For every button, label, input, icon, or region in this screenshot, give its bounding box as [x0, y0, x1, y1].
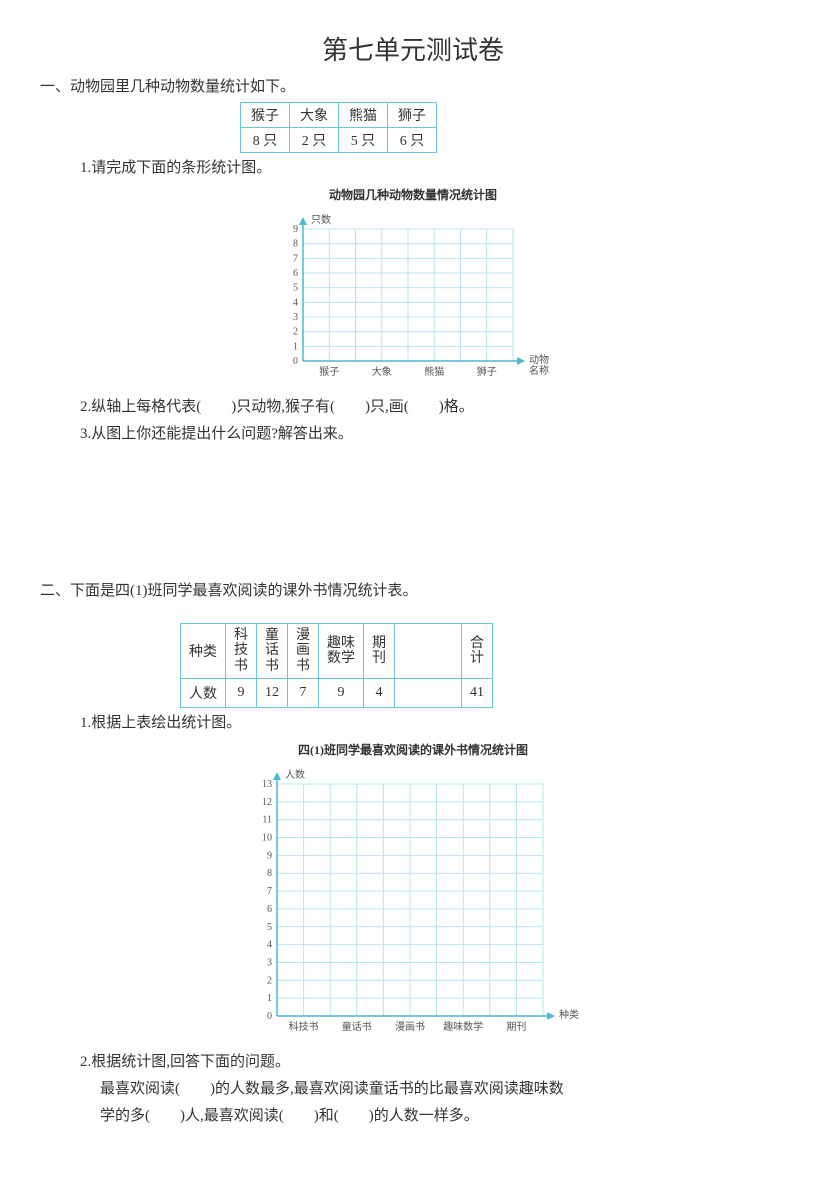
svg-text:12: 12	[262, 797, 272, 808]
svg-text:漫画书: 漫画书	[395, 1021, 425, 1033]
t1-h2: 熊猫	[339, 103, 388, 128]
t1-v0: 8 只	[241, 128, 290, 153]
svg-text:2: 2	[267, 975, 272, 986]
svg-text:猴子: 猴子	[319, 365, 339, 378]
t1-v3: 6 只	[388, 128, 437, 153]
svg-text:9: 9	[267, 851, 272, 862]
t2-h7: 合计	[462, 624, 493, 679]
s1-q3: 3.从图上你还能提出什么问题?解答出来。	[80, 422, 786, 446]
svg-text:期刊: 期刊	[506, 1021, 526, 1033]
svg-text:6: 6	[267, 904, 272, 915]
chart2: 012345678910111213人数科技书童话书漫画书趣味数学期刊种类	[40, 762, 786, 1042]
t2-h1: 科技书	[226, 624, 257, 679]
svg-text:3: 3	[293, 312, 298, 323]
t2-v6: 41	[462, 679, 493, 708]
svg-text:6: 6	[293, 268, 298, 279]
t1-h1: 大象	[290, 103, 339, 128]
s1-q1: 1.请完成下面的条形统计图。	[80, 156, 786, 180]
svg-text:趣味数学: 趣味数学	[443, 1020, 483, 1033]
s1-q2: 2.纵轴上每格代表( )只动物,猴子有( )只,画( )格。	[80, 395, 786, 419]
t2-v3: 9	[319, 679, 364, 708]
svg-text:11: 11	[262, 815, 272, 826]
svg-text:3: 3	[267, 958, 272, 969]
svg-text:0: 0	[267, 1011, 272, 1022]
svg-text:0: 0	[293, 356, 298, 367]
svg-text:大象: 大象	[372, 365, 392, 378]
t2-v1: 12	[257, 679, 288, 708]
svg-text:13: 13	[262, 779, 272, 790]
svg-text:人数: 人数	[285, 768, 305, 781]
svg-text:4: 4	[267, 940, 272, 951]
svg-text:动物: 动物	[529, 353, 549, 366]
svg-text:种类: 种类	[559, 1008, 579, 1021]
svg-text:狮子: 狮子	[477, 365, 497, 378]
svg-text:科技书: 科技书	[289, 1020, 319, 1033]
t2-v0: 9	[226, 679, 257, 708]
svg-text:7: 7	[293, 253, 298, 264]
t2-h2: 童话书	[257, 624, 288, 679]
svg-text:童话书: 童话书	[342, 1020, 372, 1033]
svg-text:1: 1	[293, 341, 298, 352]
t1-h0: 猴子	[241, 103, 290, 128]
t2-h4: 趣味数学	[319, 624, 364, 679]
s2-q1: 1.根据上表绘出统计图。	[80, 711, 786, 735]
s2-q2b: 学的多( )人,最喜欢阅读( )和( )的人数一样多。	[100, 1104, 786, 1128]
svg-text:7: 7	[267, 886, 272, 897]
svg-text:熊猫: 熊猫	[424, 365, 444, 378]
t2-h3: 漫画书	[288, 624, 319, 679]
t2-rl: 人数	[181, 679, 226, 708]
svg-text:9: 9	[293, 224, 298, 235]
svg-text:10: 10	[262, 833, 272, 844]
section1-heading: 一、动物园里几种动物数量统计如下。	[40, 75, 786, 99]
svg-text:2: 2	[293, 327, 298, 338]
t1-v2: 5 只	[339, 128, 388, 153]
t2-v2: 7	[288, 679, 319, 708]
t2-h0: 种类	[181, 624, 226, 679]
s2-q2: 2.根据统计图,回答下面的问题。	[80, 1050, 786, 1074]
chart2-title: 四(1)班同学最喜欢阅读的课外书情况统计图	[40, 741, 786, 758]
svg-text:4: 4	[293, 297, 298, 308]
t1-h3: 狮子	[388, 103, 437, 128]
section-1: 一、动物园里几种动物数量统计如下。 猴子 大象 熊猫 狮子 8 只 2 只 5 …	[40, 75, 786, 446]
books-table: 种类 科技书 童话书 漫画书 趣味数学 期刊 合计 人数 9 12 7 9 4 …	[180, 623, 786, 708]
s2-q2a: 最喜欢阅读( )的人数最多,最喜欢阅读童话书的比最喜欢阅读趣味数	[100, 1077, 786, 1101]
section-2: 二、下面是四(1)班同学最喜欢阅读的课外书情况统计表。 种类 科技书 童话书 漫…	[40, 579, 786, 1128]
animals-table: 猴子 大象 熊猫 狮子 8 只 2 只 5 只 6 只	[240, 102, 786, 153]
t2-h6	[395, 624, 462, 679]
t2-v5	[395, 679, 462, 708]
svg-text:1: 1	[267, 993, 272, 1004]
section2-heading: 二、下面是四(1)班同学最喜欢阅读的课外书情况统计表。	[40, 579, 786, 603]
t2-v4: 4	[364, 679, 395, 708]
svg-text:8: 8	[293, 239, 298, 250]
svg-text:名称: 名称	[529, 364, 549, 377]
chart1: 0 1 2 3 4 5 6 7 8 9 只数猴子 大象 熊猫 狮子 动物名称	[40, 207, 786, 387]
page-title: 第七单元测试卷	[40, 30, 786, 67]
chart1-title: 动物园几种动物数量情况统计图	[40, 186, 786, 203]
svg-text:只数: 只数	[311, 213, 331, 226]
svg-text:5: 5	[293, 283, 298, 294]
svg-text:8: 8	[267, 868, 272, 879]
svg-text:5: 5	[267, 922, 272, 933]
t1-v1: 2 只	[290, 128, 339, 153]
t2-h5: 期刊	[364, 624, 395, 679]
